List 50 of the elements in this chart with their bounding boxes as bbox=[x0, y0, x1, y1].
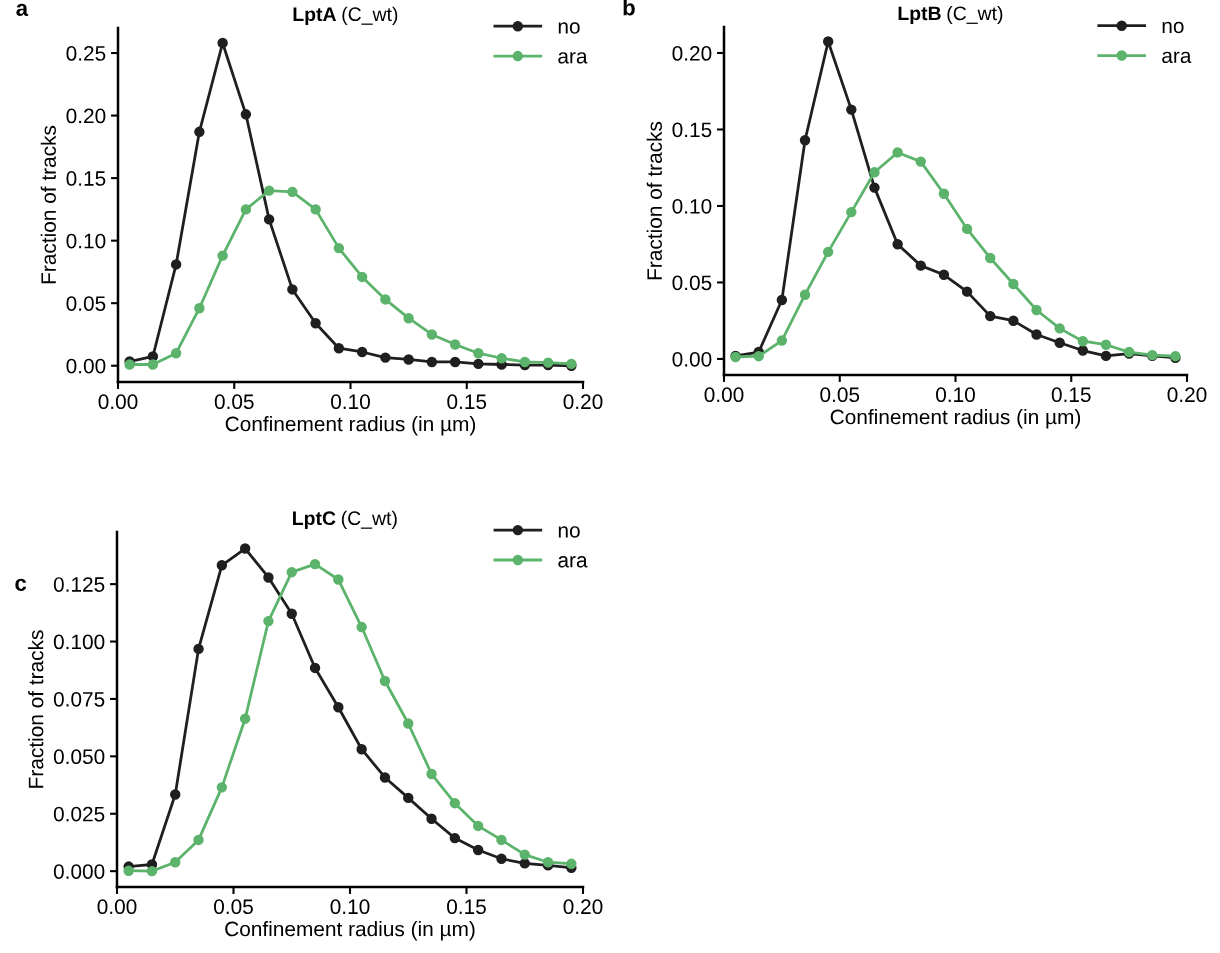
y-tick-label: 0.100 bbox=[53, 634, 105, 650]
chart-title: LptA (C_wt) bbox=[293, 6, 398, 25]
y-axis-title: Fraction of tracks bbox=[646, 121, 662, 280]
legend-label: no bbox=[558, 22, 580, 34]
y-tick-label: 0.125 bbox=[53, 577, 105, 592]
y-tick-label: 0.10 bbox=[66, 233, 106, 249]
y-tick-label: 0.20 bbox=[672, 46, 712, 61]
x-tick-label: 0.20 bbox=[563, 899, 603, 915]
x-tick-label: 0.15 bbox=[1051, 387, 1091, 403]
x-tick-label: 0.10 bbox=[330, 899, 370, 915]
x-tick-label: 0.20 bbox=[1167, 387, 1207, 403]
y-tick-label: 0.20 bbox=[66, 108, 106, 124]
legend-label: ara bbox=[558, 556, 588, 568]
y-axis-title: Fraction of tracks bbox=[28, 630, 44, 788]
x-tick-label: 0.00 bbox=[98, 394, 138, 410]
y-tick-label: 0.15 bbox=[672, 122, 712, 138]
x-tick-label: 0.05 bbox=[820, 387, 860, 403]
x-tick-label: 0.00 bbox=[704, 387, 744, 403]
chart-title: LptB (C_wt) bbox=[898, 5, 1003, 25]
x-tick-label: 0.00 bbox=[97, 899, 137, 915]
x-tick-label: 0.05 bbox=[214, 394, 254, 410]
x-tick-label: 0.05 bbox=[214, 899, 253, 915]
legend-label: no bbox=[1162, 21, 1184, 34]
x-tick-label: 0.20 bbox=[563, 394, 603, 410]
y-tick-label: 0.00 bbox=[672, 351, 712, 367]
x-tick-label: 0.15 bbox=[447, 394, 487, 410]
y-tick-label: 0.075 bbox=[53, 691, 105, 707]
y-tick-label: 0.25 bbox=[66, 46, 106, 61]
text: c bbox=[15, 578, 27, 591]
legend-label: ara bbox=[558, 52, 588, 64]
x-tick-label: 0.15 bbox=[447, 899, 486, 915]
y-tick-label: 0.10 bbox=[672, 198, 712, 214]
text: a bbox=[16, 3, 29, 16]
y-tick-label: 0.05 bbox=[672, 275, 712, 291]
x-axis-title: Confinement radius (in µm) bbox=[225, 416, 476, 436]
x-axis-title: Confinement radius (in µm) bbox=[225, 921, 475, 941]
legend-label: no bbox=[558, 526, 580, 538]
chart-title: LptC (C_wt) bbox=[293, 510, 397, 529]
legend-label: ara bbox=[1162, 51, 1192, 64]
x-axis-title: Confinement radius (in µm) bbox=[830, 409, 1081, 429]
y-axis-title: Fraction of tracks bbox=[40, 125, 56, 284]
x-tick-label: 0.10 bbox=[331, 394, 370, 410]
y-tick-label: 0.15 bbox=[66, 171, 106, 186]
x-tick-label: 0.10 bbox=[936, 387, 975, 403]
y-tick-label: 0.000 bbox=[53, 864, 105, 879]
text: b bbox=[623, 0, 635, 16]
y-tick-label: 0.05 bbox=[66, 296, 106, 311]
y-tick-label: 0.050 bbox=[53, 749, 105, 765]
y-tick-label: 0.00 bbox=[66, 358, 106, 374]
y-tick-label: 0.025 bbox=[53, 806, 105, 822]
